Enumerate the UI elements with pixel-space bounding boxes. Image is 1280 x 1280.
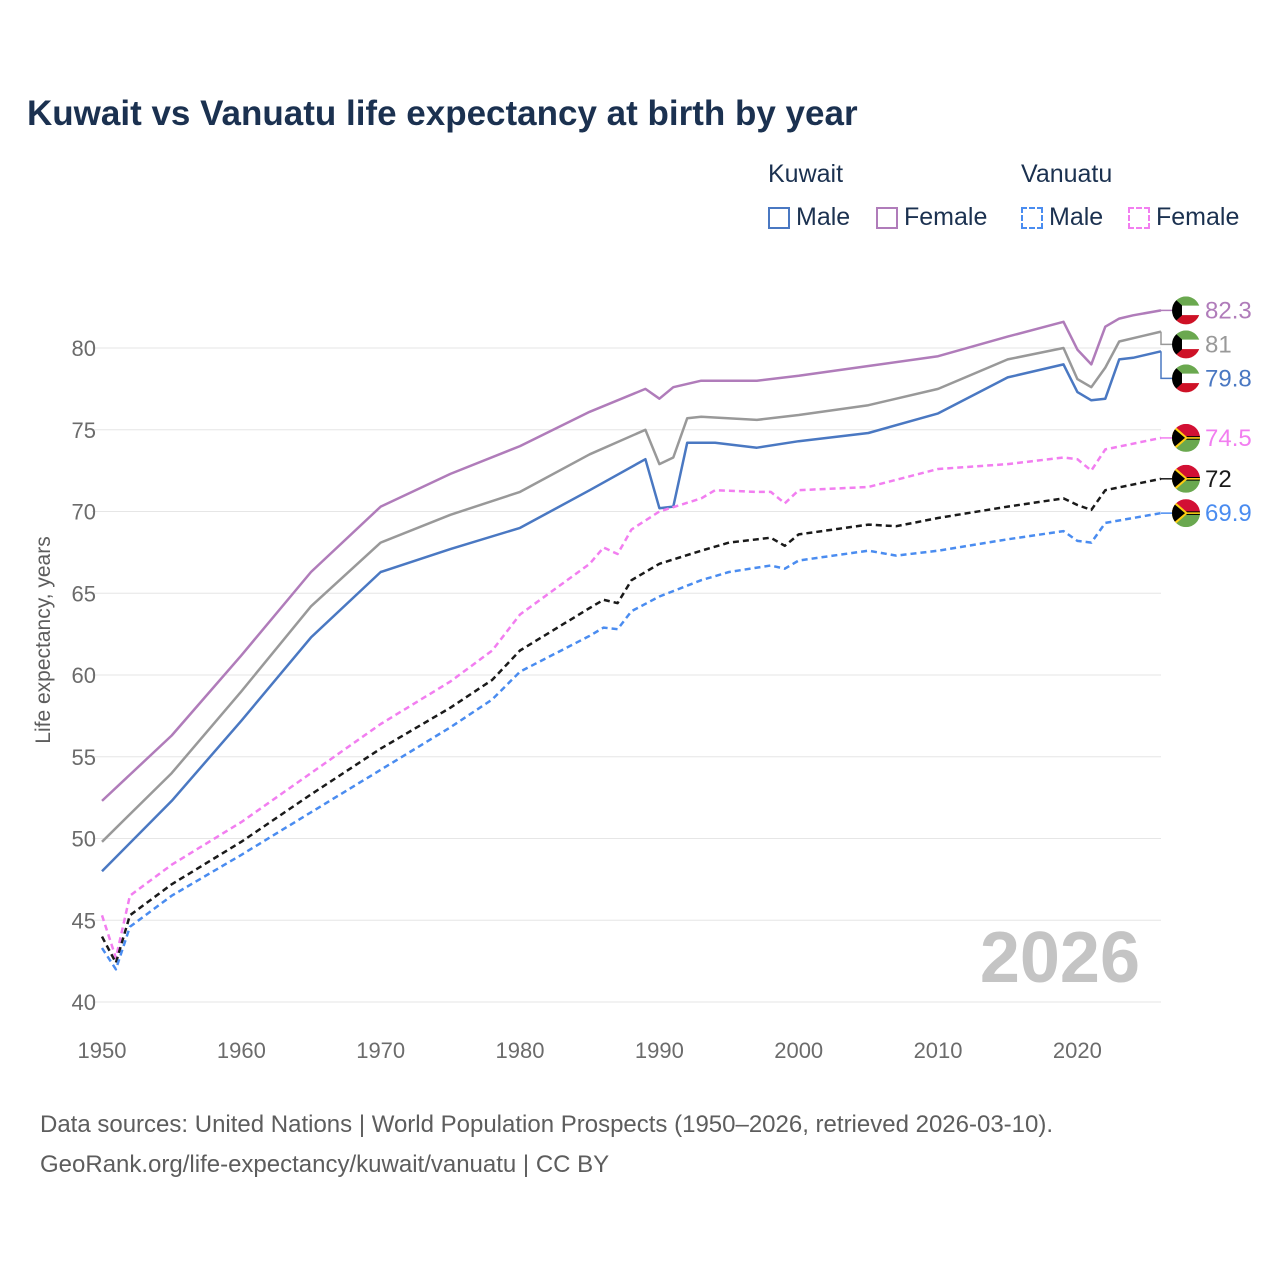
- x-tick-label: 1960: [217, 1038, 266, 1063]
- y-tick-label: 50: [72, 827, 96, 852]
- end-value-label: 79.8: [1205, 365, 1252, 392]
- legend-swatch-kuwait-female: [876, 206, 898, 229]
- series-line-vanuatu-male[interactable]: [100, 511, 1162, 971]
- end-connector: [1160, 331, 1172, 346]
- chart-axes: 40 45 50 55 60 65 70 75 80 1950 1960 1970 1980 1990 20…: [72, 336, 1102, 1063]
- end-value-label: 81: [1205, 331, 1232, 358]
- end-connector: [1160, 351, 1172, 380]
- source-line-2[interactable]: GeoRank.org/life-expectancy/kuwait/vanua…: [40, 1151, 610, 1178]
- source-line-1: Data sources: United Nations | World Pop…: [40, 1111, 1054, 1138]
- end-value-label: 69.9: [1205, 500, 1252, 527]
- vanuatu-flag-icon: [1172, 423, 1200, 452]
- legend-item-kuwait-male[interactable]: Male: [768, 203, 850, 232]
- legend-label-kuwait-male: Male: [796, 203, 851, 231]
- legend-group-kuwait: Kuwait: [768, 160, 844, 188]
- y-tick-label: 55: [72, 745, 96, 770]
- chart-grid: [92, 347, 1161, 1003]
- kuwait-flag-icon: [1172, 330, 1200, 359]
- x-tick-label: 1970: [356, 1038, 405, 1063]
- y-tick-label: 70: [72, 500, 96, 525]
- legend-group-vanuatu: Vanuatu: [1021, 160, 1113, 188]
- x-tick-label: 2010: [914, 1038, 963, 1063]
- series-line-kuwait-female[interactable]: [101, 309, 1162, 802]
- legend-item-vanuatu-male[interactable]: Male: [1021, 203, 1103, 232]
- vanuatu-flag-icon: [1172, 464, 1200, 493]
- legend-swatch-vanuatu-male: [1021, 206, 1043, 229]
- legend-item-kuwait-female[interactable]: Female: [876, 203, 987, 232]
- chart-end-labels: 82.3 81 79.8 74.5 72 69.9: [1160, 296, 1252, 528]
- legend-label-vanuatu-male: Male: [1049, 203, 1104, 231]
- series-line-vanuatu-total[interactable]: [100, 477, 1162, 965]
- vanuatu-flag-icon: [1172, 499, 1200, 528]
- legend-swatch-vanuatu-female: [1128, 206, 1150, 229]
- x-tick-label: 1980: [496, 1038, 545, 1063]
- y-axis-label: Life expectancy, years: [32, 536, 55, 743]
- line-chart: 2026 Life expectancy, years 40 45 50 55 60 65…: [32, 296, 1252, 1063]
- y-tick-label: 40: [72, 990, 96, 1015]
- y-tick-label: 75: [72, 418, 96, 443]
- legend-label-kuwait-female: Female: [904, 203, 988, 231]
- year-watermark: 2026: [980, 918, 1140, 998]
- x-tick-label: 1950: [78, 1038, 127, 1063]
- x-tick-label: 2020: [1053, 1038, 1102, 1063]
- legend-swatch-kuwait-male: [768, 206, 790, 229]
- y-tick-label: 60: [72, 663, 96, 688]
- x-tick-label: 1990: [635, 1038, 684, 1063]
- y-tick-label: 65: [72, 581, 96, 606]
- chart-title: Kuwait vs Vanuatu life expectancy at bir…: [27, 94, 858, 133]
- legend-label-vanuatu-female: Female: [1156, 203, 1240, 231]
- kuwait-flag-icon: [1172, 364, 1200, 393]
- end-value-label: 72: [1205, 466, 1232, 493]
- legend-item-vanuatu-female[interactable]: Female: [1128, 203, 1239, 232]
- end-value-label: 82.3: [1205, 297, 1252, 324]
- chart-lines: [100, 309, 1162, 971]
- y-tick-label: 80: [72, 336, 96, 361]
- series-line-kuwait-male[interactable]: [101, 350, 1162, 873]
- y-tick-label: 45: [72, 908, 96, 933]
- series-line-kuwait-total[interactable]: [101, 330, 1162, 843]
- x-tick-label: 2000: [774, 1038, 823, 1063]
- end-value-label: 74.5: [1205, 425, 1252, 452]
- kuwait-flag-icon: [1172, 296, 1200, 325]
- source-note: Data sources: United Nations | World Pop…: [40, 1105, 1053, 1185]
